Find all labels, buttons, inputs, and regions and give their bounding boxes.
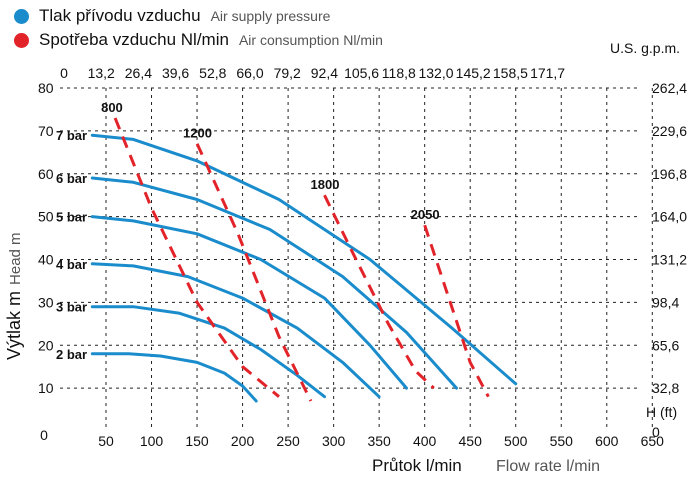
right-tick-1: 32,8 <box>652 380 679 396</box>
pressure-line-4-bar <box>90 262 381 399</box>
top-axis-unit: U.S. g.p.m. <box>610 40 681 56</box>
consumption-line-1800 <box>323 194 435 390</box>
pressure-line-3-bar <box>90 305 326 399</box>
x-tick-50: 50 <box>98 433 114 449</box>
y-tick-20: 20 <box>38 337 54 353</box>
y-tick-80: 80 <box>38 80 54 96</box>
y-axis-title-en: Head m <box>7 232 24 285</box>
top-tick-7: 92,4 <box>311 65 338 81</box>
x-axis-title: Průtok l/min <box>372 456 462 475</box>
top-tick-11: 145,2 <box>456 65 491 81</box>
y-axis-title-cz: Výtlak m <box>4 290 24 360</box>
pressure-label-2-bar: 2 bar <box>56 347 87 362</box>
right-tick-6: 196,8 <box>652 166 687 182</box>
right-tick-4: 131,2 <box>652 252 687 268</box>
legend-supply-label-en: Air supply pressure <box>210 8 331 24</box>
consumption-label-1200: 1200 <box>183 126 212 141</box>
x-axis-title-en: Flow rate l/min <box>496 458 601 475</box>
consumption-line-800 <box>113 117 280 398</box>
right-tick-7: 229,6 <box>652 123 687 139</box>
top-tick-2: 26,4 <box>125 65 152 81</box>
y-tick-70: 70 <box>38 123 54 139</box>
x-tick-450: 450 <box>459 433 483 449</box>
legend-consumption-dot <box>14 32 29 48</box>
top-tick-8: 105,6 <box>344 65 379 81</box>
top-tick-4: 52,8 <box>199 65 226 81</box>
legend-supply: Tlak přívodu vzduchu Air supply pressure <box>14 6 330 26</box>
legend-supply-dot <box>14 8 29 24</box>
x-tick-100: 100 <box>140 433 164 449</box>
consumption-line-2050 <box>423 224 490 398</box>
x-tick-150: 150 <box>185 433 209 449</box>
pressure-series: 2 bar 3 bar 4 bar 5 bar 6 bar 7 bar <box>56 128 518 403</box>
y-tick-10: 10 <box>38 380 54 396</box>
pressure-line-2-bar <box>90 352 258 403</box>
x-tick-zero: 0 <box>40 427 48 443</box>
right-axis-unit: H (ft) <box>646 404 678 420</box>
top-tick-10: 132,0 <box>418 65 453 81</box>
x-tick-400: 400 <box>413 433 437 449</box>
y-tick-40: 40 <box>38 252 54 268</box>
top-tick-1: 13,2 <box>88 65 115 81</box>
legend-supply-label: Tlak přívodu vzduchu <box>39 6 201 25</box>
legend-consumption-label: Spotřeba vzduchu Nl/min <box>39 30 229 49</box>
y-tick-50: 50 <box>38 209 54 225</box>
right-tick-2: 65,6 <box>652 337 679 353</box>
consumption-label-800: 800 <box>101 100 123 115</box>
x-tick-200: 200 <box>231 433 255 449</box>
y-tick-30: 30 <box>38 294 54 310</box>
top-tick-0: 0 <box>60 65 68 81</box>
x-tick-600: 600 <box>595 433 619 449</box>
legend-consumption: Spotřeba vzduchu Nl/min Air consumption … <box>14 30 383 50</box>
top-tick-9: 118,8 <box>382 65 416 81</box>
right-tick-8: 262,4 <box>652 80 687 96</box>
y-axis-title: Výtlak m Head m <box>4 232 25 360</box>
pressure-label-3-bar: 3 bar <box>56 300 87 315</box>
x-tick-300: 300 <box>322 433 346 449</box>
consumption-series: 800 1200 1800 2050 <box>101 100 490 402</box>
top-tick-13: 171,7 <box>530 65 565 81</box>
consumption-line-1200 <box>195 143 313 402</box>
pressure-line-5-bar <box>90 215 408 390</box>
x-tick-550: 550 <box>550 433 574 449</box>
x-tick-500: 500 <box>504 433 528 449</box>
pressure-label-4-bar: 4 bar <box>56 257 87 272</box>
consumption-label-1800: 1800 <box>311 177 340 192</box>
right-tick-0: 0 <box>652 424 660 440</box>
right-tick-5: 164,0 <box>652 209 687 225</box>
x-tick-250: 250 <box>276 433 300 449</box>
pressure-label-5-bar: 5 bar <box>56 210 87 225</box>
x-tick-350: 350 <box>367 433 391 449</box>
top-tick-3: 39,6 <box>162 65 189 81</box>
consumption-label-2050: 2050 <box>411 207 440 222</box>
top-tick-6: 79,2 <box>274 65 301 81</box>
right-tick-3: 98,4 <box>652 294 679 310</box>
pressure-line-7-bar <box>90 133 518 386</box>
x-tick-650: 650 <box>641 433 665 449</box>
pressure-line-6-bar <box>90 176 458 390</box>
top-tick-5: 66,0 <box>236 65 263 81</box>
pressure-label-6-bar: 6 bar <box>56 171 87 186</box>
y-tick-60: 60 <box>38 166 54 182</box>
top-tick-12: 158,5 <box>493 65 528 81</box>
pressure-label-7-bar: 7 bar <box>56 128 87 143</box>
legend-consumption-label-en: Air consumption Nl/min <box>238 32 383 48</box>
